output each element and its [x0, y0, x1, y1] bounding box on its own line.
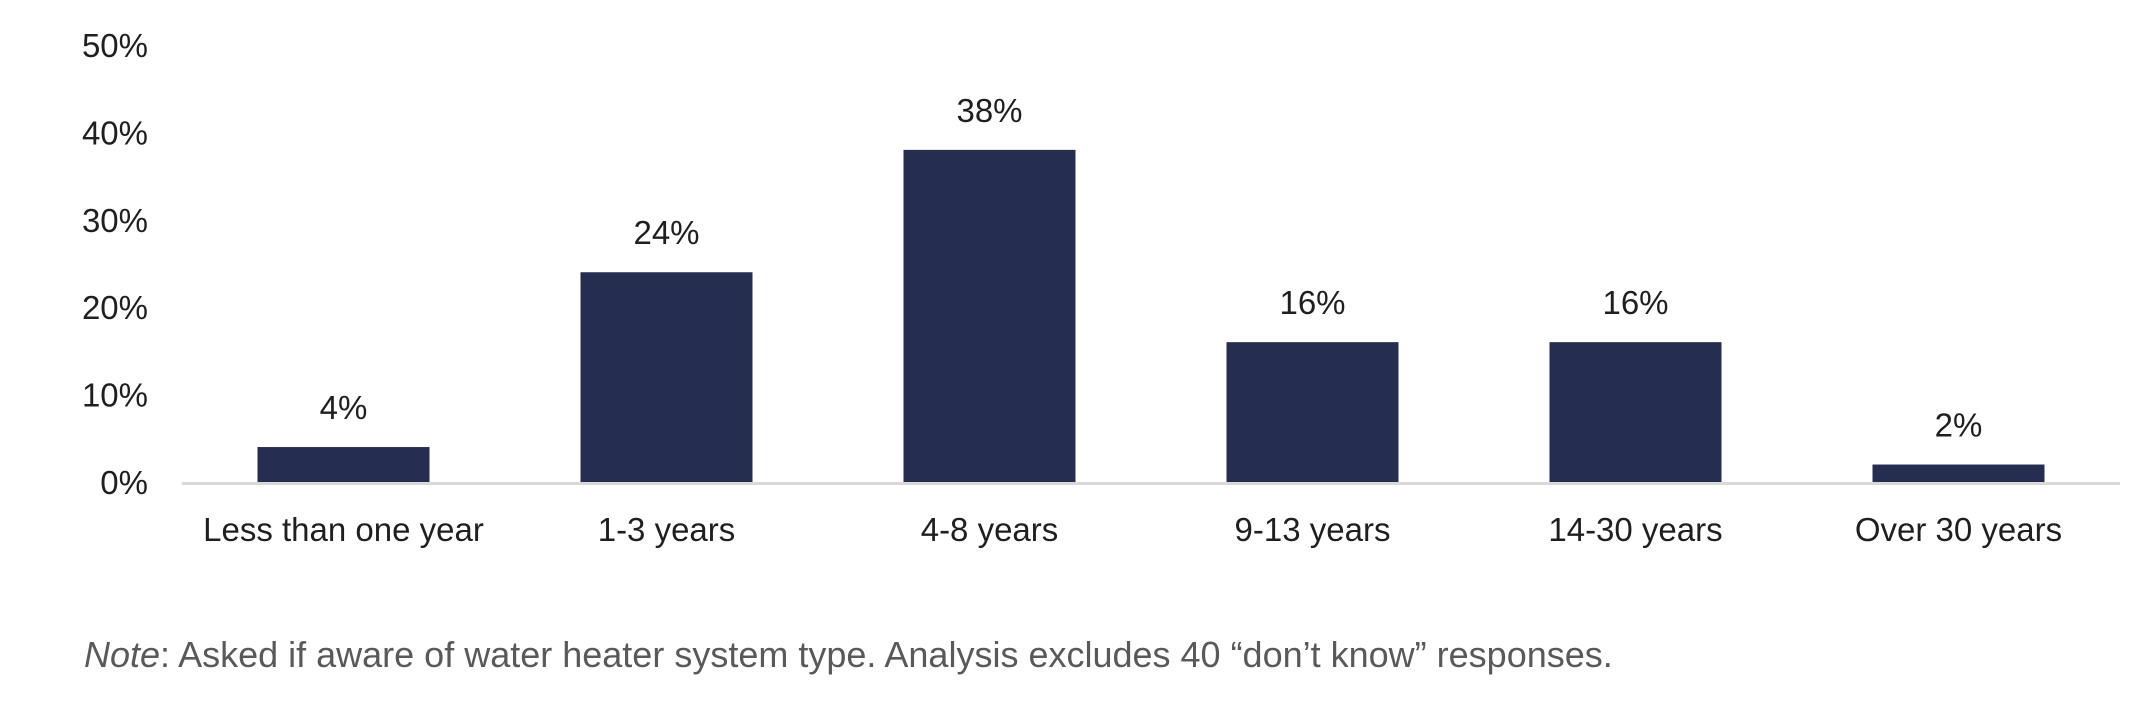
x-tick-label: Less than one year [203, 511, 484, 548]
data-labels: 4% 24% 38% 16% 16% 2% [320, 92, 1983, 444]
bar [1872, 464, 2045, 482]
x-tick-label: 14-30 years [1548, 511, 1722, 548]
bar [257, 447, 430, 482]
x-tick-label: 9-13 years [1235, 511, 1391, 548]
y-tick-label: 0% [100, 464, 148, 501]
y-tick-label: 20% [82, 289, 148, 326]
bar [903, 149, 1076, 482]
data-label: 16% [1279, 284, 1345, 321]
data-label: 24% [633, 214, 699, 251]
data-label: 38% [956, 92, 1022, 129]
bar [1549, 342, 1722, 482]
data-label: 4% [320, 389, 368, 426]
x-tick-label: Over 30 years [1855, 511, 2062, 548]
x-tick-label: 1-3 years [598, 511, 736, 548]
y-tick-label: 30% [82, 202, 148, 239]
bars [257, 149, 2045, 482]
chart-note: Note: Asked if aware of water heater sys… [84, 634, 1613, 676]
note-prefix: Note [84, 634, 161, 675]
data-label: 2% [1935, 407, 1983, 444]
y-tick-label: 40% [82, 114, 148, 151]
x-axis-ticks: Less than one year 1-3 years 4-8 years 9-13… [203, 511, 2062, 548]
x-tick-label: 4-8 years [921, 511, 1059, 548]
data-label: 16% [1602, 284, 1668, 321]
note-text: : Asked if aware of water heater system … [160, 634, 1613, 675]
bar [580, 272, 753, 482]
bar [1226, 342, 1399, 482]
y-axis-ticks: 0% 10% 20% 30% 40% 50% [82, 27, 148, 501]
y-tick-label: 10% [82, 377, 148, 414]
y-tick-label: 50% [82, 27, 148, 64]
